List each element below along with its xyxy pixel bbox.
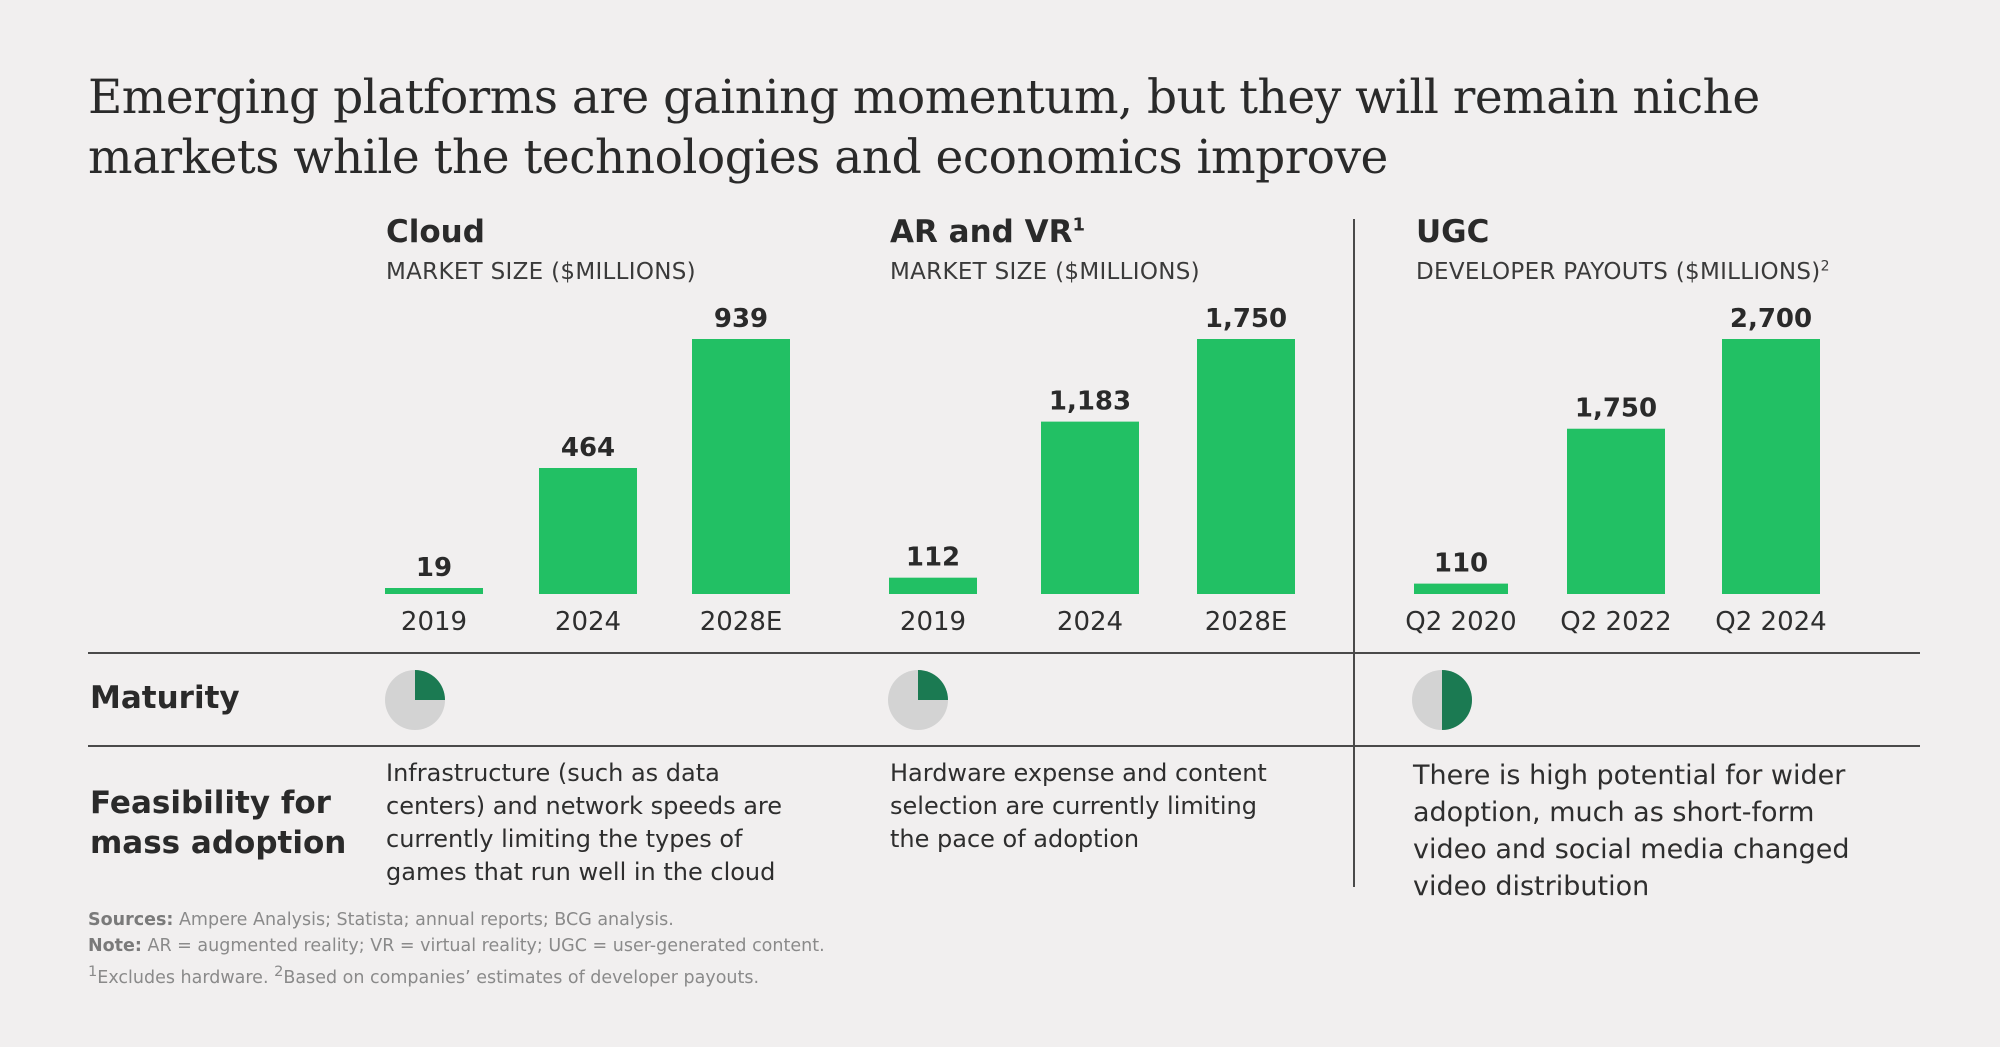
bar-ugc-1 [1567, 428, 1665, 594]
data-label-ar-vr-1: 1,183 [1049, 387, 1131, 417]
category-label-cloud-2: 2028E [700, 607, 783, 637]
pie-slice [918, 670, 948, 700]
data-label-cloud-2: 939 [714, 304, 768, 334]
footnote-sources: Sources: Ampere Analysis; Statista; annu… [88, 910, 674, 930]
maturity-pie-cloud-icon [385, 670, 445, 730]
row-label-feasibility: Feasibility for mass adoption [90, 785, 347, 861]
bar-ar-vr-0 [889, 577, 977, 594]
bar-ar-vr-2 [1197, 339, 1295, 594]
bar-cloud-2 [692, 339, 790, 594]
feasibility-ar-vr: Hardware expense and content selection a… [890, 759, 1267, 853]
footnote-marks: 1Excludes hardware. 2Based on companies’… [88, 963, 760, 988]
data-label-ugc-2: 2,700 [1730, 304, 1812, 334]
data-label-cloud-0: 19 [416, 553, 452, 583]
bar-cloud-1 [539, 467, 637, 594]
data-label-cloud-1: 464 [561, 433, 615, 463]
bar-ar-vr-1 [1041, 421, 1139, 594]
category-label-ugc-2: Q2 2024 [1715, 607, 1826, 637]
maturity-pie-ar-vr-icon [888, 670, 948, 730]
data-label-ugc-0: 110 [1434, 549, 1488, 579]
footnotes: Sources: Ampere Analysis; Statista; annu… [88, 908, 825, 991]
data-label-ar-vr-0: 112 [906, 543, 960, 573]
row-label-maturity: Maturity [90, 680, 240, 716]
category-label-cloud-0: 2019 [401, 607, 467, 637]
maturity-pie-ugc-icon [1412, 670, 1472, 730]
panel-subtitle-cloud: MARKET SIZE ($MILLIONS) [386, 259, 696, 285]
pie-slice [415, 670, 445, 700]
footnote-note: Note: AR = augmented reality; VR = virtu… [88, 935, 825, 956]
category-label-ugc-0: Q2 2020 [1405, 607, 1516, 637]
bar-ugc-2 [1722, 339, 1820, 594]
bar-cloud-0 [385, 588, 483, 594]
page-title: Emerging platforms are gaining momentum,… [88, 70, 1760, 185]
data-label-ugc-1: 1,750 [1575, 394, 1657, 424]
category-label-cloud-1: 2024 [555, 607, 621, 637]
pie-slice [1442, 670, 1472, 730]
data-label-ar-vr-2: 1,750 [1205, 304, 1287, 334]
feasibility-ugc: There is high potential for wider adopti… [1413, 760, 1850, 902]
panel-title-ar-vr: AR and VR1 [890, 214, 1086, 250]
rule-bottom [88, 745, 1920, 747]
category-label-ar-vr-2: 2028E [1205, 607, 1288, 637]
category-label-ugc-1: Q2 2022 [1560, 607, 1671, 637]
rule-top [88, 652, 1920, 654]
panel-title-cloud: Cloud [386, 214, 485, 250]
column-divider [1353, 219, 1355, 887]
panel-title-ugc: UGC [1416, 214, 1490, 250]
category-label-ar-vr-1: 2024 [1057, 607, 1123, 637]
panel-subtitle-ugc: DEVELOPER PAYOUTS ($MILLIONS)2 [1416, 258, 1830, 285]
category-label-ar-vr-0: 2019 [900, 607, 966, 637]
panel-subtitle-ar-vr: MARKET SIZE ($MILLIONS) [890, 259, 1200, 285]
bar-ugc-0 [1414, 583, 1508, 594]
feasibility-cloud: Infrastructure (such as data centers) an… [386, 759, 783, 886]
